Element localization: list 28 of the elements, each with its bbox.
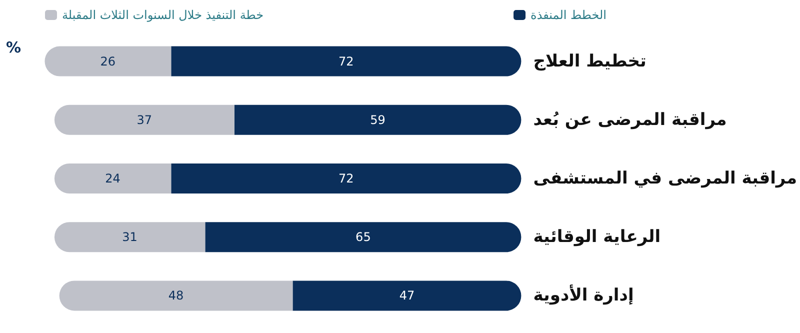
data-label: 59 xyxy=(370,112,386,127)
y-tick-label: الرعاية الوقائية xyxy=(533,227,661,248)
data-label: 72 xyxy=(338,172,354,186)
data-label: 26 xyxy=(100,54,116,68)
data-label: 37 xyxy=(136,112,152,127)
bar xyxy=(171,164,522,194)
bar xyxy=(234,104,522,135)
text: % xyxy=(6,38,22,56)
data-label: 31 xyxy=(122,230,138,244)
data-label: 48 xyxy=(168,288,184,303)
data-label: 65 xyxy=(356,230,371,244)
bar xyxy=(54,164,172,194)
bar xyxy=(292,280,522,311)
data-label: 72 xyxy=(338,54,354,68)
bar xyxy=(54,104,234,135)
y-tick-label: مراقبة المرضى عن بُعد xyxy=(533,110,727,130)
bar xyxy=(54,222,206,252)
data-label: 24 xyxy=(105,172,120,186)
bar xyxy=(59,280,293,311)
data-label: 47 xyxy=(399,288,415,303)
bar xyxy=(171,46,522,76)
bar xyxy=(44,46,172,76)
y-tick-label: مراقبة المرضى في المستشفى xyxy=(533,168,798,188)
legend-label: الخطط المنفذة xyxy=(530,8,607,22)
bar xyxy=(205,222,522,252)
y-tick-label: تخطيط العلاج xyxy=(533,51,646,72)
y-tick-label: إدارة الأدوية xyxy=(533,284,634,306)
legend-label: خطة التنفيذ خلال السنوات الثلاث المقبلة xyxy=(62,8,264,22)
